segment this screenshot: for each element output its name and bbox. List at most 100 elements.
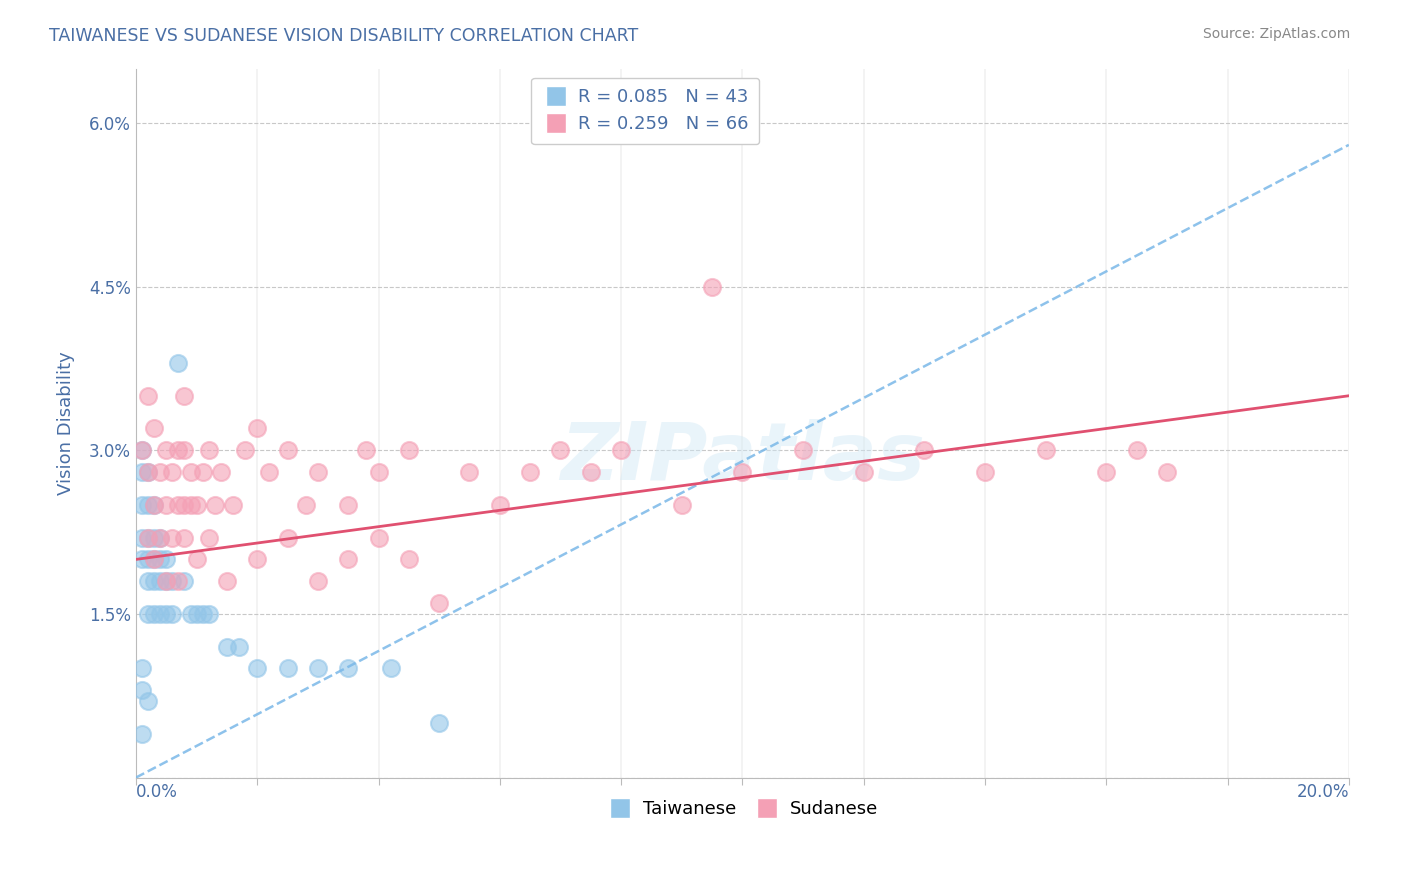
Point: [1125, 443, 1147, 458]
Point: [167, 498, 190, 512]
Point: [277, 661, 299, 675]
Point: [149, 574, 172, 589]
Point: [143, 531, 166, 545]
Point: [519, 465, 541, 479]
Text: 20.0%: 20.0%: [1296, 782, 1348, 800]
Point: [155, 498, 177, 512]
Point: [131, 552, 153, 566]
Point: [155, 552, 177, 566]
Point: [179, 498, 201, 512]
Point: [277, 443, 299, 458]
Point: [179, 465, 201, 479]
Point: [610, 443, 633, 458]
Point: [136, 574, 159, 589]
Point: [191, 465, 214, 479]
Point: [162, 465, 184, 479]
Point: [136, 531, 159, 545]
Point: [136, 607, 159, 621]
Point: [579, 465, 602, 479]
Point: [204, 498, 226, 512]
Point: [228, 640, 250, 654]
Point: [367, 531, 389, 545]
Point: [427, 596, 450, 610]
Point: [143, 552, 166, 566]
Point: [700, 279, 723, 293]
Point: [155, 607, 177, 621]
Point: [1095, 465, 1118, 479]
Point: [143, 574, 166, 589]
Point: [143, 421, 166, 435]
Point: [173, 443, 195, 458]
Point: [143, 498, 166, 512]
Point: [197, 443, 219, 458]
Point: [307, 574, 329, 589]
Point: [277, 531, 299, 545]
Point: [215, 574, 238, 589]
Point: [167, 443, 190, 458]
Point: [398, 443, 420, 458]
Point: [136, 498, 159, 512]
Point: [167, 574, 190, 589]
Point: [143, 552, 166, 566]
Point: [167, 356, 190, 370]
Point: [173, 574, 195, 589]
Point: [852, 465, 875, 479]
Point: [337, 552, 360, 566]
Point: [246, 661, 269, 675]
Point: [307, 465, 329, 479]
Point: [162, 607, 184, 621]
Point: [149, 552, 172, 566]
Point: [173, 531, 195, 545]
Point: [162, 574, 184, 589]
Point: [136, 389, 159, 403]
Point: [731, 465, 754, 479]
Point: [136, 465, 159, 479]
Point: [155, 574, 177, 589]
Point: [143, 498, 166, 512]
Point: [671, 498, 693, 512]
Point: [143, 607, 166, 621]
Point: [222, 498, 245, 512]
Point: [131, 683, 153, 698]
Point: [149, 607, 172, 621]
Point: [550, 443, 572, 458]
Point: [197, 607, 219, 621]
Text: 0.0%: 0.0%: [136, 782, 177, 800]
Point: [398, 552, 420, 566]
Point: [136, 694, 159, 708]
Point: [792, 443, 814, 458]
Point: [136, 531, 159, 545]
Point: [149, 531, 172, 545]
Point: [974, 465, 997, 479]
Point: [162, 531, 184, 545]
Point: [155, 443, 177, 458]
Point: [246, 421, 269, 435]
Point: [155, 574, 177, 589]
Point: [191, 607, 214, 621]
Text: Source: ZipAtlas.com: Source: ZipAtlas.com: [1202, 27, 1350, 41]
Point: [337, 498, 360, 512]
Point: [197, 531, 219, 545]
Point: [233, 443, 256, 458]
Point: [259, 465, 281, 479]
Point: [186, 498, 208, 512]
Point: [209, 465, 232, 479]
Point: [131, 443, 153, 458]
Point: [427, 716, 450, 731]
Point: [380, 661, 402, 675]
Point: [458, 465, 481, 479]
Point: [246, 552, 269, 566]
Point: [215, 640, 238, 654]
Point: [1035, 443, 1057, 458]
Point: [1156, 465, 1178, 479]
Legend: Taiwanese, Sudanese: Taiwanese, Sudanese: [599, 793, 886, 825]
Point: [179, 607, 201, 621]
Point: [307, 661, 329, 675]
Point: [131, 661, 153, 675]
Point: [136, 465, 159, 479]
Point: [173, 389, 195, 403]
Point: [131, 465, 153, 479]
Point: [131, 531, 153, 545]
Point: [337, 661, 360, 675]
Point: [136, 552, 159, 566]
